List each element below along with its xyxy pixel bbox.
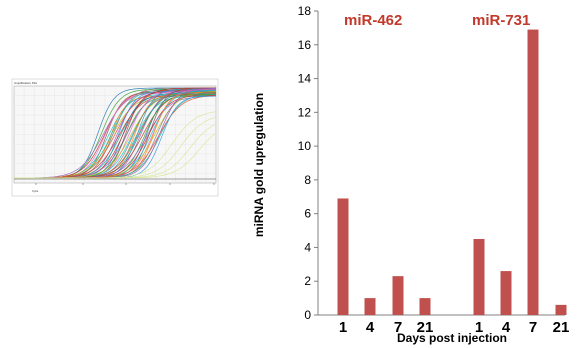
bars	[337, 29, 567, 315]
thumbnail-x-ticks	[35, 183, 215, 185]
bar	[337, 198, 349, 315]
bar	[473, 239, 485, 315]
thumbnail-curves	[14, 87, 217, 179]
y-tick-label: 12	[298, 105, 312, 119]
thumbnail-title: Amplification Plot	[14, 81, 37, 85]
y-tick-label: 4	[304, 240, 311, 254]
bar	[419, 298, 431, 315]
x-tick-label: 7	[394, 319, 402, 336]
bar	[500, 271, 512, 315]
y-tick-label: 18	[298, 4, 312, 18]
group-label-mir-731: miR-731	[472, 12, 530, 29]
thumbnail-x-label: Cycle	[32, 190, 39, 193]
amplification-curve-late	[14, 132, 217, 179]
y-tick-label: 14	[298, 72, 312, 86]
x-tick-label: 7	[529, 319, 537, 336]
x-tick-label: 21	[417, 319, 434, 336]
x-tick-label: 1	[475, 319, 483, 336]
x-tick-label: 1	[339, 319, 347, 336]
x-ticks: 1 4 7 21 1 4 7 21	[339, 319, 570, 336]
y-tick-label: 8	[304, 173, 311, 187]
bar	[555, 304, 567, 315]
x-axis-title: Days post injection	[397, 331, 507, 345]
y-tick-label: 0	[304, 308, 311, 322]
x-tick-label: 21	[553, 319, 570, 336]
bar	[392, 276, 404, 315]
bar	[527, 29, 539, 315]
x-tick-label: 4	[502, 319, 511, 336]
y-tick-label: 6	[304, 207, 311, 221]
amplification-plot-thumbnail: Amplification Plot Cycle	[11, 78, 219, 197]
group-label-mir-462: miR-462	[344, 12, 402, 29]
bar	[364, 298, 376, 315]
x-tick-label: 4	[366, 319, 375, 336]
y-tick-label: 10	[298, 139, 312, 153]
y-axis: 0 2 4 6 8 10 12 14 16 18	[298, 4, 565, 322]
y-axis-title: miRNA gold upregulation	[252, 93, 266, 237]
y-tick-label: 16	[298, 38, 312, 52]
y-tick-label: 2	[304, 274, 311, 288]
